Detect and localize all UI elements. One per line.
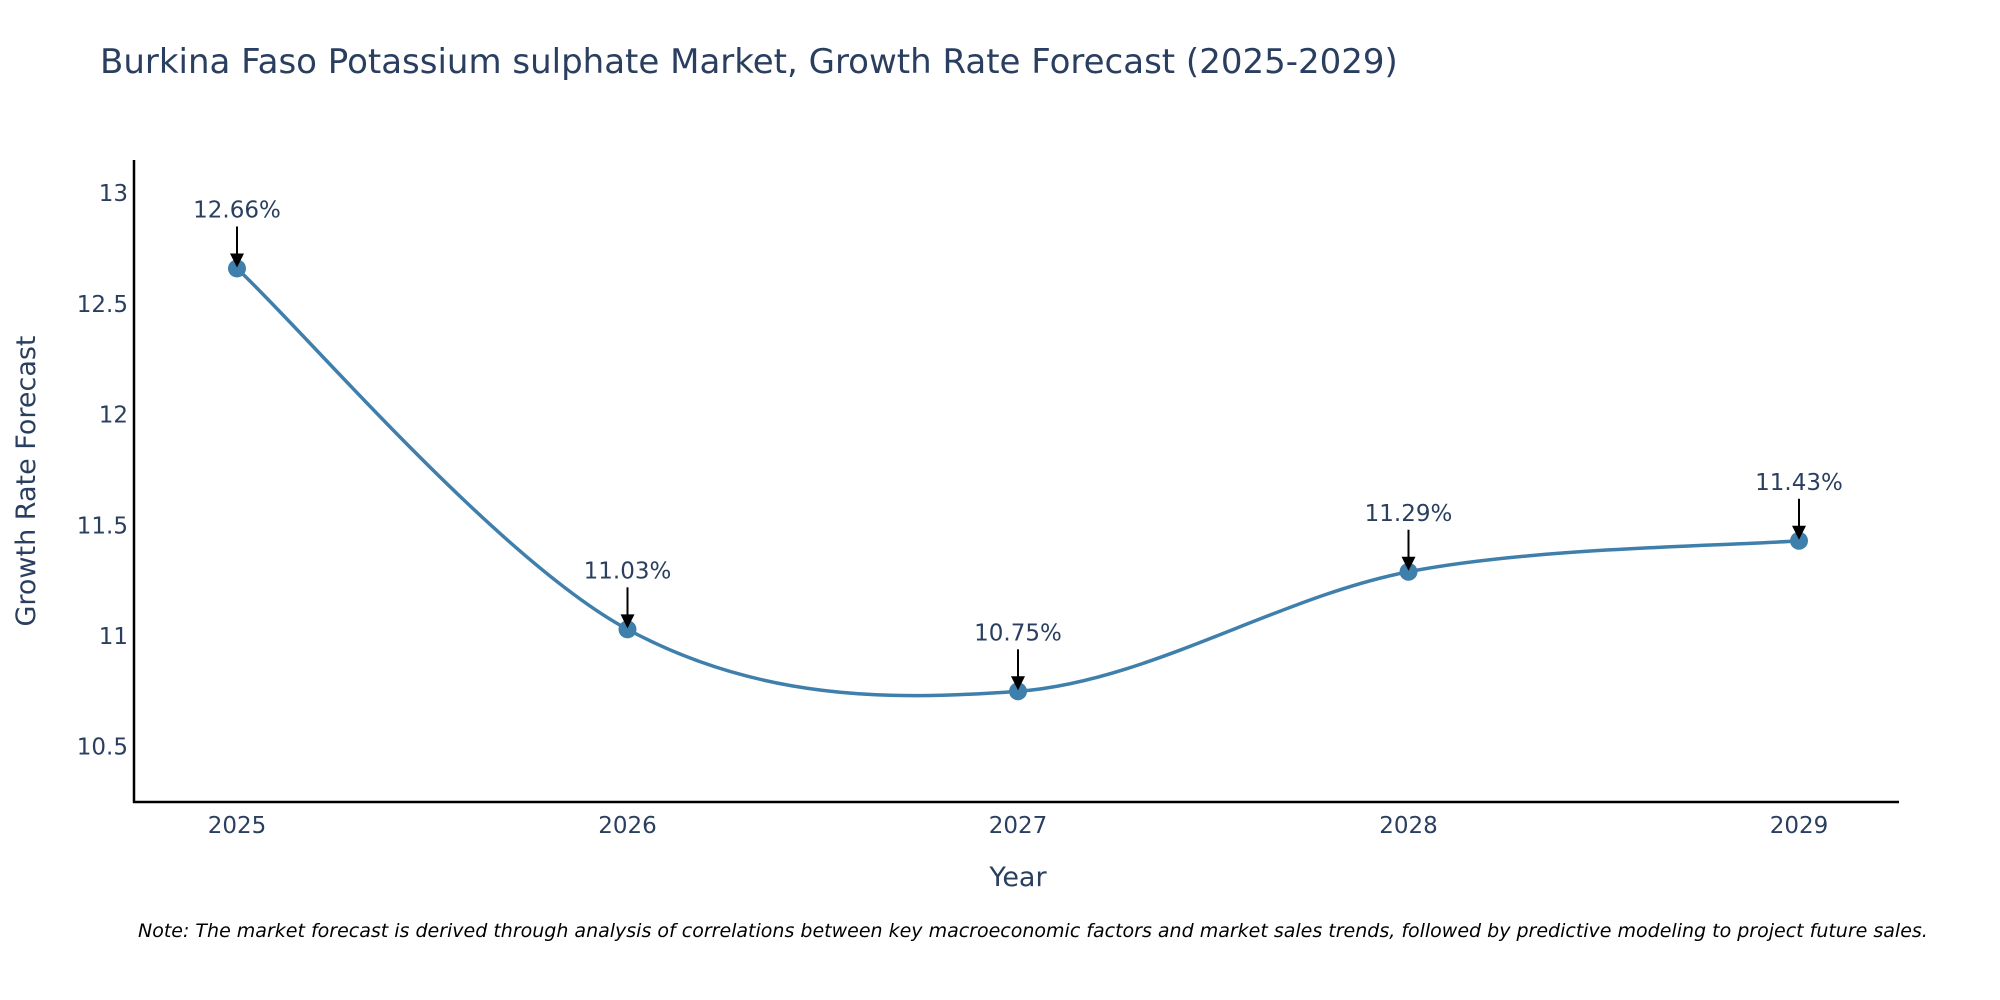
- data-label: 10.75%: [974, 620, 1062, 646]
- y-axis-title: Growth Rate Forecast: [11, 335, 42, 626]
- data-point[interactable]: [1790, 531, 1808, 550]
- annotation-arrow-head: [230, 253, 244, 268]
- y-tick-label: 12.5: [77, 292, 128, 318]
- data-label: 11.29%: [1365, 501, 1453, 527]
- annotation-arrow-head: [620, 614, 635, 629]
- series-line: [235, 267, 1800, 698]
- data-annotation: 11.03%: [584, 558, 672, 629]
- x-tick-label: 2027: [989, 813, 1048, 839]
- data-label: 12.66%: [193, 197, 281, 223]
- x-tick-label: 2025: [208, 813, 267, 839]
- data-label: 11.03%: [584, 558, 672, 584]
- data-point[interactable]: [1009, 682, 1027, 701]
- data-annotation: 12.66%: [193, 197, 281, 268]
- x-tick-label: 2029: [1770, 813, 1829, 839]
- annotation-arrow-head: [1011, 676, 1025, 691]
- y-tick-label: 10.5: [77, 735, 128, 761]
- annotation-arrow-head: [1401, 556, 1416, 571]
- axes: [132, 160, 1899, 804]
- data-annotation: 10.75%: [974, 620, 1062, 691]
- data-point[interactable]: [618, 620, 637, 639]
- x-tick-label: 2026: [598, 813, 657, 839]
- data-annotations: 12.66% 11.03% 10.75% 11.29% 11.43%: [193, 197, 1843, 691]
- footnote: Note: The market forecast is derived thr…: [138, 920, 1928, 942]
- data-point[interactable]: [1399, 562, 1418, 581]
- x-axis-title: Year: [988, 862, 1047, 893]
- y-tick-label: 11: [99, 624, 128, 650]
- data-annotation: 11.43%: [1755, 470, 1843, 540]
- y-tick-label: 12: [99, 403, 128, 429]
- x-tick-labels: 2025 2026 2027 2028 2029: [208, 813, 1829, 839]
- x-tick-label: 2028: [1379, 813, 1438, 839]
- y-tick-label: 13: [99, 181, 128, 207]
- data-label: 11.43%: [1755, 470, 1843, 496]
- series-growth-rate: [228, 259, 1808, 701]
- data-annotation: 11.29%: [1365, 501, 1453, 571]
- data-point[interactable]: [228, 259, 246, 278]
- y-tick-label: 11.5: [77, 513, 128, 539]
- chart-title: Burkina Faso Potassium sulphate Market, …: [100, 42, 1398, 82]
- y-tick-labels: 10.5 11 11.5 12 12.5 13: [77, 181, 128, 760]
- annotation-arrow-head: [1792, 525, 1806, 540]
